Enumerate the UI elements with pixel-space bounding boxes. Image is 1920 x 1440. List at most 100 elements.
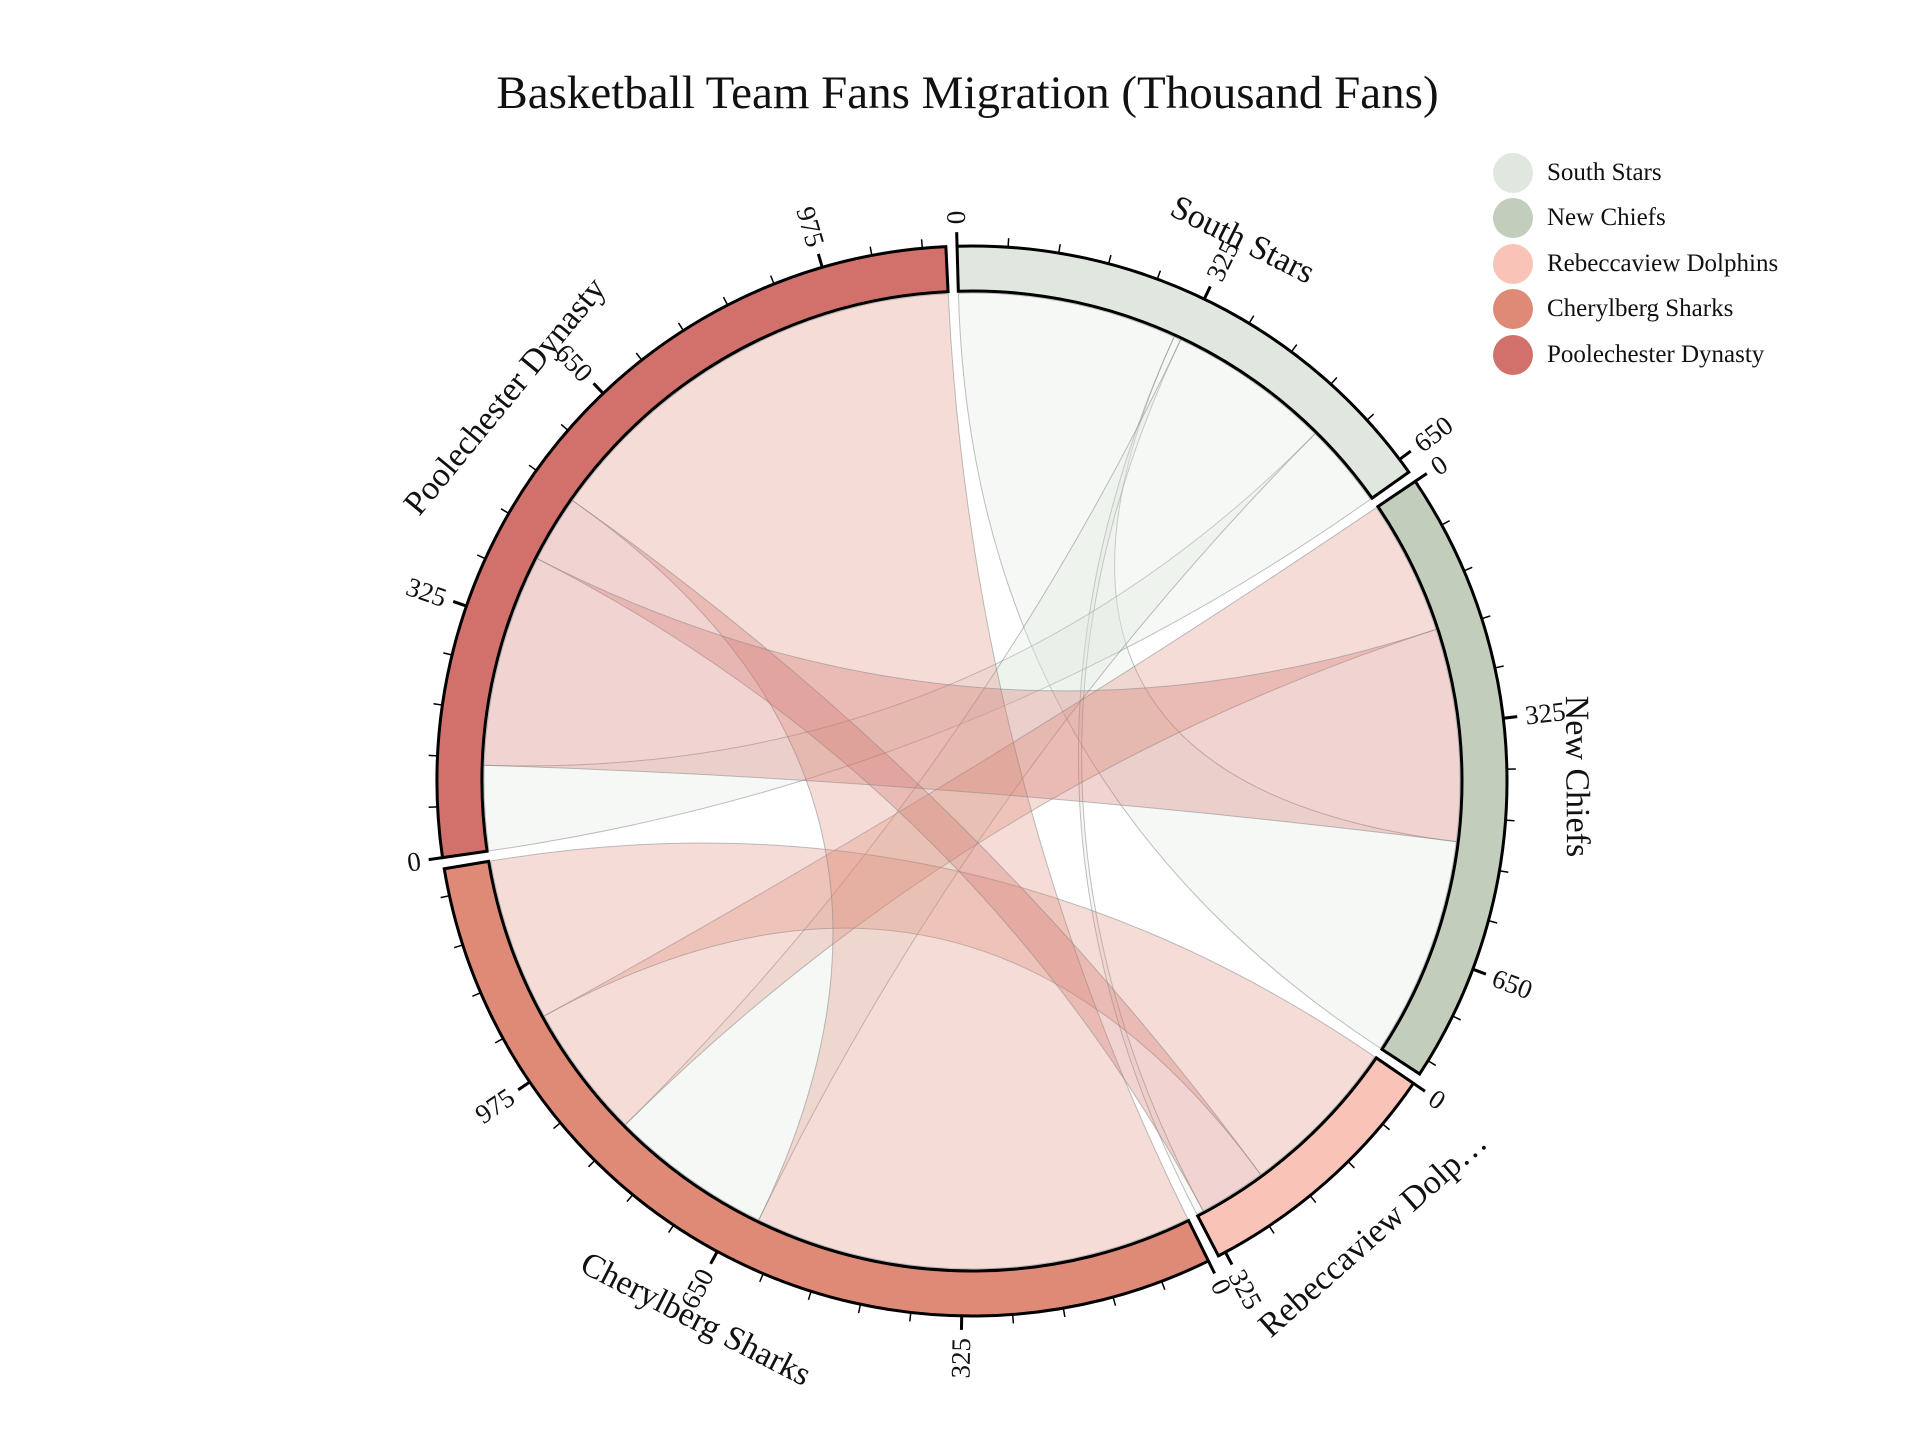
tick-mark bbox=[1481, 615, 1491, 620]
tick-mark bbox=[1488, 919, 1498, 924]
tick-mark bbox=[1309, 1195, 1317, 1204]
arc-poolechester-dynasty[interactable] bbox=[435, 245, 950, 860]
tick-mark bbox=[1058, 244, 1061, 254]
tick-mark bbox=[920, 239, 924, 249]
arc-cherylberg-sharks[interactable] bbox=[442, 859, 1211, 1318]
tick-mark bbox=[1505, 819, 1515, 822]
tick-mark bbox=[587, 1159, 596, 1168]
legend-label: Rebeccaview Dolphins bbox=[1547, 249, 1779, 277]
ribbon-cherylberg-sharks-to-new-chiefs[interactable] bbox=[543, 506, 1437, 1126]
tick-mark bbox=[1499, 870, 1509, 874]
tick-mark bbox=[1463, 566, 1473, 572]
tick-mark bbox=[1224, 1251, 1234, 1266]
legend: South Stars New Chiefs Rebeccaview Dolphin… bbox=[1493, 150, 1778, 378]
legend-item-poolechester-dynasty[interactable]: Poolechester Dynasty bbox=[1493, 332, 1778, 378]
legend-swatch bbox=[1493, 198, 1533, 239]
tick-mark bbox=[553, 1122, 561, 1130]
group-arcs bbox=[435, 244, 1509, 1318]
tick-mark bbox=[433, 703, 443, 706]
tick-mark bbox=[1248, 315, 1255, 324]
tick-mark bbox=[1107, 254, 1112, 264]
ribbon-poolechester-dynasty-to-rebeccaview-dolphins[interactable] bbox=[536, 499, 1262, 1212]
tick-mark bbox=[722, 296, 729, 306]
tick-mark bbox=[1156, 270, 1162, 280]
tick-mark bbox=[816, 253, 824, 268]
ribbon-south-stars-to-poolechester-dynasty[interactable] bbox=[483, 433, 1372, 852]
tick-mark bbox=[626, 1194, 634, 1203]
tick-mark bbox=[759, 1273, 764, 1283]
tick-mark bbox=[1398, 449, 1412, 461]
tick-label: 975 bbox=[470, 1082, 520, 1130]
tick-mark bbox=[909, 1312, 912, 1322]
tick-mark bbox=[1011, 1314, 1015, 1324]
tick-mark bbox=[453, 944, 463, 949]
tick-mark bbox=[1112, 1296, 1117, 1306]
tick-mark bbox=[452, 600, 467, 608]
arc-rebeccaview-dolphins[interactable] bbox=[1195, 1055, 1416, 1258]
tick-mark bbox=[517, 1080, 531, 1092]
legend-swatch bbox=[1493, 152, 1533, 193]
legend-label: New Chiefs bbox=[1547, 204, 1666, 232]
tick-mark bbox=[1452, 1015, 1462, 1021]
tick-mark bbox=[807, 1291, 812, 1301]
tick-mark bbox=[560, 423, 569, 431]
tick-mark bbox=[443, 652, 453, 656]
legend-swatch bbox=[1493, 243, 1533, 284]
tick-label: 975 bbox=[790, 203, 830, 250]
legend-label: South Stars bbox=[1547, 158, 1662, 186]
tick-mark bbox=[592, 382, 605, 395]
legend-item-south-stars[interactable]: South Stars bbox=[1493, 150, 1778, 196]
tick-mark bbox=[1268, 1225, 1275, 1234]
tick-mark bbox=[667, 1224, 675, 1233]
tick-mark bbox=[635, 352, 643, 361]
tick-mark bbox=[428, 856, 443, 862]
tick-label: 325 bbox=[1523, 696, 1567, 731]
tick-label: 325 bbox=[946, 1338, 977, 1379]
tick-label: 650 bbox=[1488, 963, 1536, 1005]
legend-label: Poolechester Dynasty bbox=[1547, 340, 1765, 368]
legend-swatch bbox=[1493, 289, 1533, 330]
legend-label: Cherylberg Sharks bbox=[1547, 295, 1734, 323]
tick-label: 325 bbox=[402, 571, 450, 613]
tick-mark bbox=[476, 554, 486, 560]
tick-mark bbox=[1503, 715, 1518, 720]
tick-mark bbox=[1207, 1260, 1216, 1275]
arc-south-stars[interactable] bbox=[955, 244, 1411, 501]
arc-new-chiefs[interactable] bbox=[1375, 479, 1509, 1077]
tick-label: 0 bbox=[1423, 1083, 1451, 1115]
tick-label: 0 bbox=[405, 846, 423, 878]
ribbon-poolechester-dynasty-to-new-chiefs[interactable] bbox=[483, 558, 1461, 843]
tick-mark bbox=[1202, 285, 1212, 300]
chart-title: Basketball Team Fans Migration (Thousand… bbox=[496, 67, 1439, 119]
tick-mark bbox=[1062, 1308, 1066, 1318]
tick-mark bbox=[857, 1304, 862, 1314]
group-label-new-chiefs: New Chiefs bbox=[1558, 696, 1596, 858]
tick-mark bbox=[1382, 1123, 1390, 1131]
ribbons bbox=[483, 292, 1461, 1270]
tick-mark bbox=[709, 1250, 719, 1265]
tick-mark bbox=[1441, 519, 1450, 526]
tick-label: 0 bbox=[1425, 449, 1453, 481]
tick-mark bbox=[1494, 665, 1504, 669]
tick-mark bbox=[869, 246, 873, 256]
group-label-south-stars: South Stars bbox=[1165, 188, 1321, 291]
tick-mark bbox=[1412, 1082, 1426, 1093]
tick-mark bbox=[1290, 344, 1298, 353]
tick-mark bbox=[1472, 967, 1487, 976]
tick-mark bbox=[1160, 1280, 1166, 1290]
tick-mark bbox=[1330, 377, 1338, 385]
tick-mark bbox=[1427, 1060, 1437, 1067]
tick-mark bbox=[500, 508, 510, 514]
tick-mark bbox=[494, 1037, 504, 1044]
tick-mark bbox=[677, 322, 684, 331]
tick-label: 0 bbox=[941, 210, 971, 224]
legend-item-rebeccaview-dolphins[interactable]: Rebeccaview Dolphins bbox=[1493, 241, 1778, 287]
ribbon-cherylberg-sharks-to-rebeccaview-dolphins[interactable] bbox=[490, 842, 1376, 1176]
legend-item-cherylberg-sharks[interactable]: Cherylberg Sharks bbox=[1493, 287, 1778, 333]
tick-mark bbox=[1007, 238, 1010, 248]
tick-mark bbox=[1347, 1160, 1355, 1169]
tick-mark bbox=[1414, 472, 1428, 483]
legend-item-new-chiefs[interactable]: New Chiefs bbox=[1493, 196, 1778, 242]
tick-mark bbox=[769, 275, 775, 285]
